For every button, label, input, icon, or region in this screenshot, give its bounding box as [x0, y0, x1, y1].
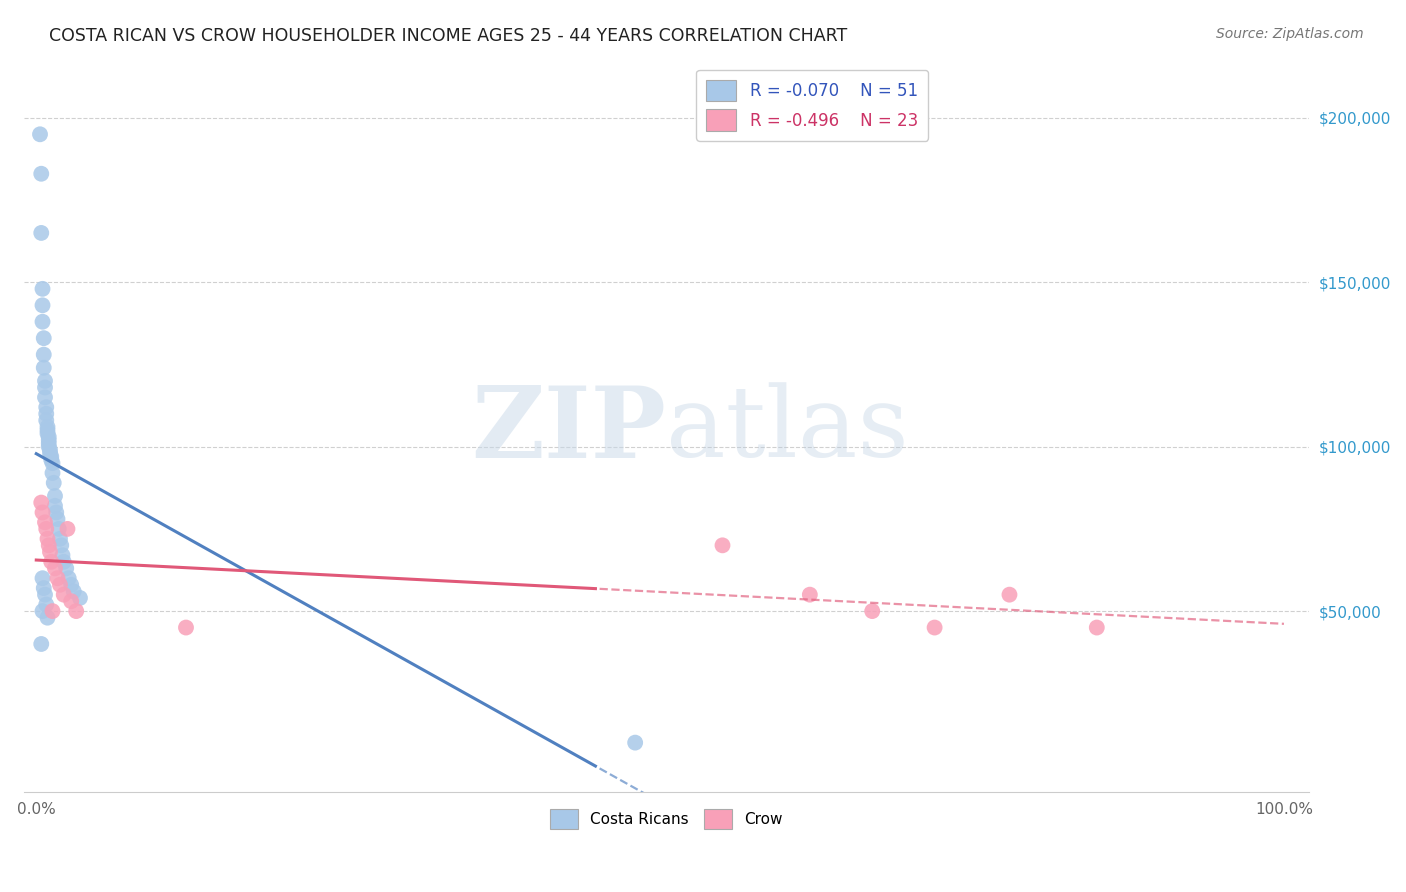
- Point: [41, 466, 63, 480]
- Text: ZIP: ZIP: [471, 382, 666, 479]
- Point: [37, 426, 59, 441]
- Point: [41, 456, 63, 470]
- Point: [44, 489, 66, 503]
- Point: [34, 380, 56, 394]
- Point: [924, 621, 946, 635]
- Point: [31, 315, 53, 329]
- Point: [44, 499, 66, 513]
- Point: [51, 548, 73, 562]
- Point: [60, 594, 83, 608]
- Point: [34, 588, 56, 602]
- Point: [30, 637, 52, 651]
- Point: [34, 516, 56, 530]
- Text: COSTA RICAN VS CROW HOUSEHOLDER INCOME AGES 25 - 44 YEARS CORRELATION CHART: COSTA RICAN VS CROW HOUSEHOLDER INCOME A…: [49, 27, 848, 45]
- Text: Source: ZipAtlas.com: Source: ZipAtlas.com: [1216, 27, 1364, 41]
- Point: [30, 167, 52, 181]
- Point: [35, 598, 58, 612]
- Point: [32, 331, 55, 345]
- Point: [1085, 621, 1108, 635]
- Point: [42, 475, 65, 490]
- Point: [174, 621, 197, 635]
- Point: [39, 453, 62, 467]
- Point: [69, 591, 91, 605]
- Point: [38, 538, 60, 552]
- Point: [35, 413, 58, 427]
- Point: [46, 571, 69, 585]
- Point: [30, 226, 52, 240]
- Text: atlas: atlas: [666, 383, 910, 478]
- Point: [49, 532, 72, 546]
- Point: [32, 581, 55, 595]
- Point: [49, 578, 72, 592]
- Point: [37, 532, 59, 546]
- Point: [31, 604, 53, 618]
- Point: [31, 505, 53, 519]
- Point: [38, 436, 60, 450]
- Point: [31, 571, 53, 585]
- Point: [39, 555, 62, 569]
- Point: [38, 440, 60, 454]
- Point: [38, 430, 60, 444]
- Point: [39, 442, 62, 457]
- Point: [37, 610, 59, 624]
- Point: [51, 538, 73, 552]
- Point: [60, 578, 83, 592]
- Point: [799, 588, 821, 602]
- Point: [52, 588, 75, 602]
- Point: [39, 446, 62, 460]
- Point: [48, 522, 70, 536]
- Point: [32, 348, 55, 362]
- Point: [45, 505, 67, 519]
- Point: [38, 433, 60, 447]
- Point: [711, 538, 734, 552]
- Legend: Costa Ricans, Crow: Costa Ricans, Crow: [544, 803, 789, 835]
- Point: [37, 420, 59, 434]
- Point: [52, 555, 75, 569]
- Point: [34, 374, 56, 388]
- Point: [58, 571, 80, 585]
- Point: [860, 604, 883, 618]
- Point: [34, 390, 56, 404]
- Point: [65, 604, 87, 618]
- Point: [31, 282, 53, 296]
- Point: [624, 736, 647, 750]
- Point: [35, 407, 58, 421]
- Point: [35, 522, 58, 536]
- Point: [31, 298, 53, 312]
- Point: [37, 423, 59, 437]
- Point: [44, 561, 66, 575]
- Point: [62, 584, 84, 599]
- Point: [28, 128, 51, 142]
- Point: [55, 561, 77, 575]
- Point: [46, 512, 69, 526]
- Point: [39, 545, 62, 559]
- Point: [56, 522, 79, 536]
- Point: [35, 401, 58, 415]
- Point: [30, 495, 52, 509]
- Point: [998, 588, 1021, 602]
- Point: [41, 604, 63, 618]
- Point: [32, 360, 55, 375]
- Point: [39, 450, 62, 464]
